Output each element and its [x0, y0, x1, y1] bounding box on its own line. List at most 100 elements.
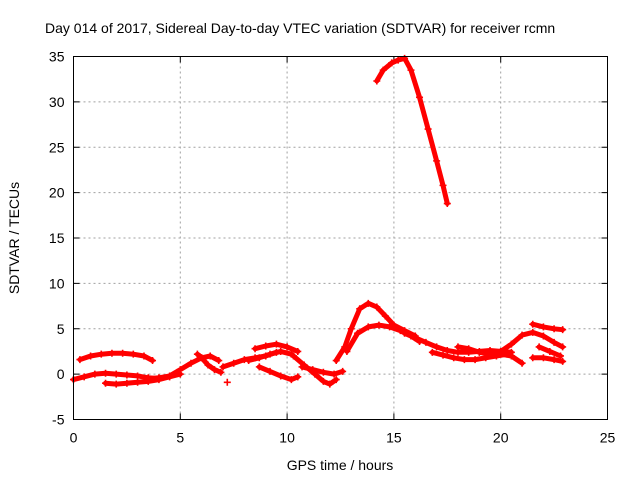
- data-point: [129, 350, 137, 358]
- series-arc-14: [373, 54, 451, 208]
- data-point: [454, 343, 462, 351]
- data-point: [287, 376, 295, 384]
- isolated-data-point: [223, 378, 231, 386]
- data-point: [443, 200, 451, 208]
- data-point: [356, 305, 364, 313]
- data-point: [507, 340, 515, 348]
- chart-title: Day 014 of 2017, Sidereal Day-to-day VTE…: [45, 20, 555, 36]
- x-tick-label: 5: [176, 430, 184, 446]
- data-point: [529, 328, 537, 336]
- data-point: [475, 348, 483, 356]
- data-point: [433, 157, 441, 165]
- data-point: [550, 325, 558, 333]
- data-point: [465, 345, 473, 353]
- data-point: [76, 356, 84, 364]
- data-point: [319, 377, 327, 385]
- data-point: [215, 357, 223, 365]
- data-point: [439, 351, 447, 359]
- series-arc-19: [529, 320, 567, 334]
- data-point: [401, 329, 409, 337]
- data-point: [486, 352, 494, 360]
- data-point: [140, 352, 148, 360]
- data-point: [550, 356, 558, 364]
- data-point: [277, 372, 285, 380]
- series-line: [530, 355, 566, 364]
- data-point: [518, 331, 526, 339]
- data-point: [407, 66, 415, 74]
- data-point: [529, 354, 537, 362]
- data-point: [422, 338, 430, 346]
- data-point: [386, 323, 394, 331]
- data-point: [277, 347, 285, 355]
- data-point: [529, 320, 537, 328]
- data-point: [294, 347, 302, 355]
- data-point: [424, 125, 432, 133]
- data-point: [245, 357, 253, 365]
- y-tick-label: 10: [49, 275, 65, 291]
- y-tick-label: 25: [49, 139, 65, 155]
- data-point: [373, 77, 381, 85]
- data-point: [364, 299, 372, 307]
- data-point: [294, 373, 302, 381]
- series-arc-21: [529, 354, 567, 365]
- data-point: [266, 367, 274, 375]
- plot-frame: [73, 56, 608, 420]
- series-arc-7: [251, 340, 302, 355]
- data-point: [518, 359, 526, 367]
- data-point: [557, 352, 565, 360]
- series-line: [530, 321, 566, 333]
- data-point: [416, 93, 424, 101]
- data-point: [332, 376, 340, 384]
- series-arc-20: [535, 343, 565, 360]
- y-tick-label: 0: [57, 366, 65, 382]
- data-point: [290, 352, 298, 360]
- series-arc-2: [76, 349, 157, 365]
- data-point: [326, 380, 334, 388]
- data-point: [102, 379, 110, 387]
- x-tick-label: 25: [600, 430, 616, 446]
- data-point: [381, 312, 389, 320]
- series-arc-5: [193, 350, 225, 376]
- data-point: [354, 329, 362, 337]
- tick-layer: 0 5 10 15 20 25 -5 0 5 10 15 20 25 30 35: [49, 49, 616, 446]
- data-point: [394, 56, 402, 64]
- data-point: [396, 327, 404, 335]
- x-tick-label: 20: [493, 430, 509, 446]
- data-point: [108, 349, 116, 357]
- x-axis-label: GPS time / hours: [287, 457, 394, 473]
- series-arc-18: [486, 328, 567, 360]
- data-point: [230, 359, 238, 367]
- data-point: [123, 371, 131, 379]
- data-point: [144, 375, 152, 383]
- data-point: [123, 379, 131, 387]
- data-point: [219, 363, 227, 371]
- data-point: [272, 340, 280, 348]
- data-point: [187, 359, 195, 367]
- data-point: [198, 354, 206, 362]
- data-point: [166, 372, 174, 380]
- data-point: [255, 354, 263, 362]
- data-point: [102, 369, 110, 377]
- data-point: [347, 325, 355, 333]
- series-line: [374, 55, 450, 206]
- data-point: [255, 363, 263, 371]
- data-point: [204, 361, 212, 369]
- y-tick-label: 5: [57, 321, 65, 337]
- data-point: [507, 352, 515, 360]
- data-point: [373, 303, 381, 311]
- data-point: [266, 350, 274, 358]
- data-point: [364, 323, 372, 331]
- series-arc-11: [298, 363, 347, 378]
- data-point: [91, 370, 99, 378]
- y-tick-label: 20: [49, 185, 65, 201]
- data-point: [262, 342, 270, 350]
- data-point: [460, 356, 468, 364]
- data-point: [134, 378, 142, 386]
- data-point: [176, 366, 184, 374]
- y-tick-label: 35: [49, 49, 65, 65]
- data-point: [112, 380, 120, 388]
- data-point: [375, 321, 383, 329]
- data-point: [539, 323, 547, 331]
- data-point: [87, 352, 95, 360]
